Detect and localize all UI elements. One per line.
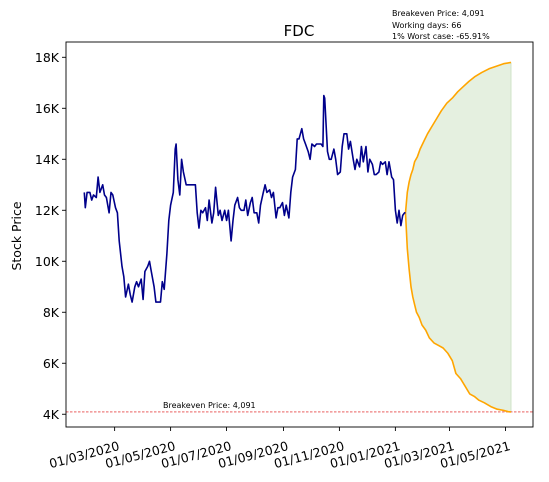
chart-title: FDC [284, 22, 315, 40]
y-tick-label: 4K [43, 407, 60, 422]
info-breakeven-price: Breakeven Price: 4,091 [392, 9, 485, 18]
breakeven-line-label: Breakeven Price: 4,091 [163, 401, 256, 410]
plot-frame [65, 41, 534, 428]
y-tick-label: 10K [35, 254, 60, 269]
projection-lower-line [404, 212, 512, 413]
history-price-line [83, 94, 406, 303]
projection-upper-line [404, 61, 512, 213]
projection-band-layer [405, 62, 512, 412]
y-tick-label: 16K [35, 101, 60, 116]
series-layer [83, 61, 512, 413]
y-axis-label: Stock Price [9, 201, 24, 270]
y-tick-label: 14K [35, 152, 60, 167]
y-tick-label: 12K [35, 203, 60, 218]
y-tick-label: 18K [35, 50, 60, 65]
info-working-days: Working days: 66 [392, 21, 461, 30]
projection-band [405, 62, 511, 412]
y-tick-label: 6K [43, 356, 60, 371]
info-worst-case: 1% Worst case: -65.91% [392, 32, 490, 41]
y-axis: 4K 6K 8K 10K 12K 14K 16K 18K [35, 50, 66, 422]
y-tick-label: 8K [43, 305, 60, 320]
x-axis: 01/03/202001/05/202001/07/202001/09/2020… [48, 427, 512, 471]
